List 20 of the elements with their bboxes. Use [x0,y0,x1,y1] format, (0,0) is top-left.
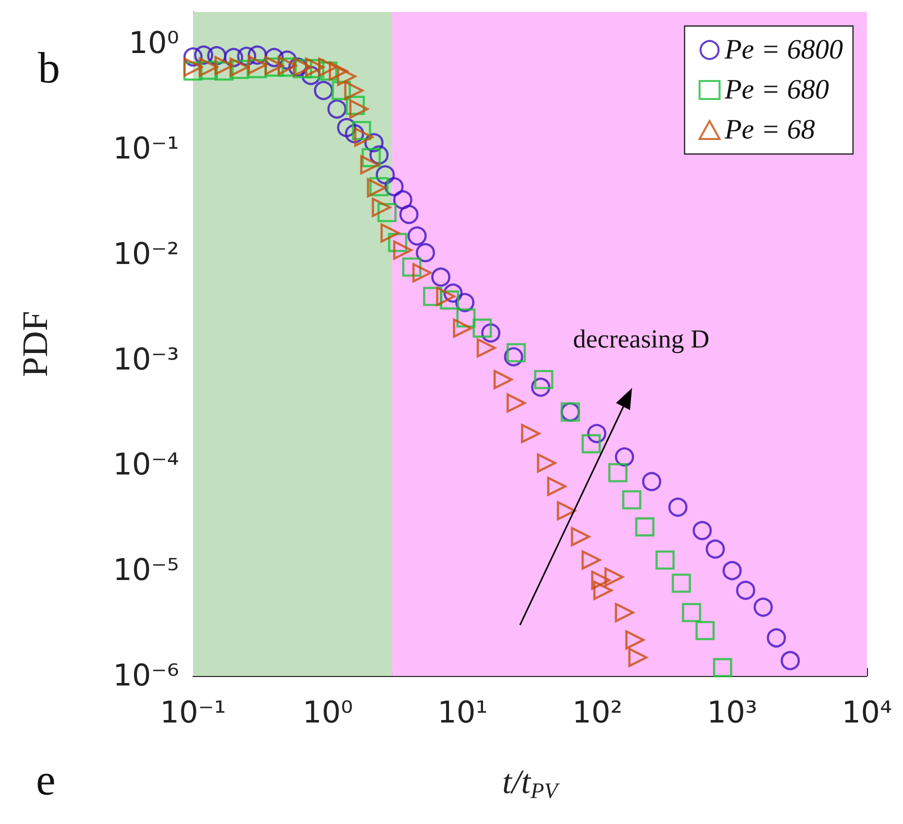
y-tick-label: 10⁻³ [112,342,179,378]
y-tick-label: 10⁻⁶ [112,658,179,694]
y-axis-title: PDF [15,310,55,378]
legend-label: Pe = 6800 [724,34,844,66]
annotation: decreasing D [573,324,710,354]
text: e [36,756,56,804]
y-tick-label: 10⁻¹ [112,132,179,167]
y-tick-label: 10⁻⁵ [112,553,179,588]
legend-label: Pe = 680 [724,74,830,106]
y-tick-label: 10⁰ [128,26,179,62]
x-tick-label: 10² [572,696,622,730]
x-tick-label: 10¹ [437,696,488,730]
x-tick-label: 10⁴ [842,696,892,730]
x-tick-label: 10³ [707,696,758,730]
text: b [38,44,60,92]
y-tick-label: 10⁻² [112,236,179,272]
x-tick-label: 10⁰ [302,696,353,730]
y-tick-label: 10⁻⁴ [112,448,179,483]
x-tick-label: 10⁻¹ [160,696,226,730]
legend-label: Pe = 68 [724,114,816,146]
